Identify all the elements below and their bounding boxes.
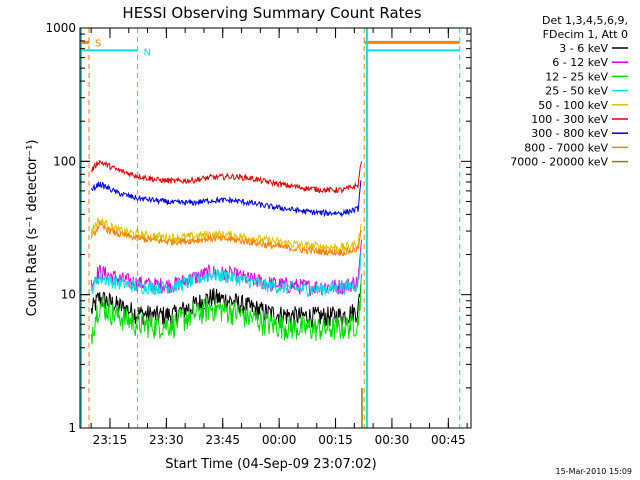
marker-n-label: N <box>144 47 151 58</box>
series-25-50-kev-line <box>90 250 362 298</box>
legend-header-line-1: Det 1,3,4,5,6,9, <box>542 14 628 27</box>
series-300-800-kev-line <box>90 180 362 218</box>
legend-entry-label: 3 - 6 keV <box>559 42 608 55</box>
axis-layer: 1 10 100 1000 23:15 23:30 23:45 00:00 00:15 00:30… <box>45 21 471 447</box>
y-tick-label: 100 <box>53 154 76 168</box>
legend-header-line-2: FDecim 1, Att 0 <box>543 28 628 41</box>
footer-timestamp: 15-Mar-2010 15:09 <box>556 467 633 476</box>
marker-s-label: S <box>95 38 101 49</box>
x-tick-label: 00:00 <box>262 433 297 447</box>
x-tick-label: 00:30 <box>375 433 410 447</box>
plot-frame <box>79 27 472 429</box>
y-axis-label: Count Rate (s⁻¹ detector⁻¹) <box>25 140 40 317</box>
x-tick-label: 00:45 <box>431 433 466 447</box>
x-tick-label: 23:45 <box>205 433 240 447</box>
x-tick-label: 23:30 <box>149 433 184 447</box>
x-tick-label: 23:15 <box>93 433 128 447</box>
legend-entry-label: 7000 - 20000 keV <box>510 156 608 169</box>
legend-entry-label: 800 - 7000 keV <box>524 141 608 154</box>
y-tick-label: 1 <box>68 421 76 435</box>
legend-entry-label: 25 - 50 keV <box>545 85 608 98</box>
legend-entry-label: 100 - 300 keV <box>531 113 608 126</box>
x-axis-label: Start Time (04-Sep-09 23:07:02) <box>165 457 376 472</box>
y-tick-label: 10 <box>61 288 76 302</box>
chart-title: HESSI Observing Summary Count Rates <box>122 4 421 22</box>
y-tick-label: 1000 <box>45 21 76 35</box>
x-tick-label: 00:15 <box>318 433 353 447</box>
series-50-100-kev-line <box>90 217 362 253</box>
legend-entry-label: 12 - 25 keV <box>545 70 608 83</box>
series-800-7000-kev-line <box>90 221 362 257</box>
legend-entry-label: 50 - 100 keV <box>538 99 608 112</box>
series-100-300-kev-line <box>90 159 362 195</box>
legend-entry-label: 300 - 800 keV <box>531 127 608 140</box>
legend-entry-label: 6 - 12 keV <box>552 56 608 69</box>
plot-layer: SN <box>80 28 461 428</box>
series-12-25-kev-line <box>90 273 362 345</box>
legend: Det 1,3,4,5,6,9, FDecim 1, Att 0 3 - 6 k… <box>510 14 628 169</box>
